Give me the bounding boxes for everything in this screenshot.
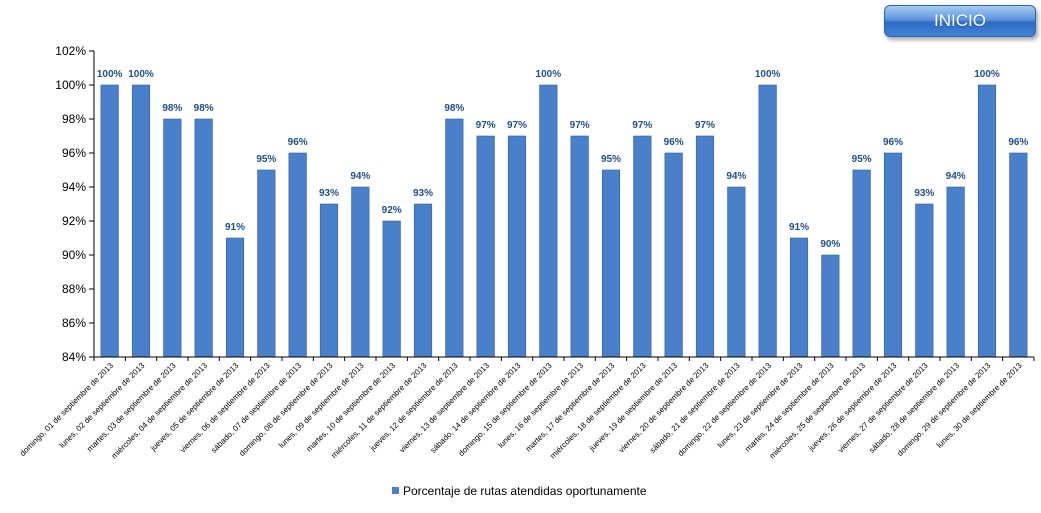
bar [100, 84, 119, 358]
data-label: 97% [570, 120, 590, 131]
y-tick-label: 90% [62, 248, 86, 262]
data-label: 92% [382, 205, 402, 216]
x-axis-ticks: domingo, 01 de septiembre de 2013lunes, … [18, 357, 1035, 460]
data-label: 95% [601, 154, 621, 165]
bar [257, 169, 276, 358]
y-tick-label: 102% [55, 44, 86, 58]
data-label: 100% [755, 69, 781, 80]
bar [695, 135, 715, 358]
bar [507, 135, 527, 358]
data-label: 94% [350, 171, 370, 182]
data-label: 95% [852, 154, 872, 165]
data-label: 90% [820, 239, 840, 250]
bar [319, 203, 339, 358]
data-label: 96% [664, 137, 684, 148]
data-label: 96% [883, 137, 903, 148]
bar [1009, 152, 1028, 358]
data-label: 100% [97, 69, 123, 80]
data-label: 95% [256, 154, 276, 165]
bar [163, 118, 182, 358]
data-label: 98% [162, 103, 182, 114]
bar [977, 84, 997, 358]
bar [633, 135, 652, 358]
data-label: 93% [413, 188, 433, 199]
bar [194, 118, 213, 358]
bar [821, 254, 840, 358]
legend-swatch [392, 487, 399, 494]
bar [131, 84, 151, 358]
legend-label: Porcentaje de rutas atendidas oportuname… [403, 484, 647, 498]
y-tick-label: 88% [62, 282, 86, 296]
bar [445, 118, 464, 358]
data-label: 91% [225, 222, 245, 233]
y-tick-label: 98% [62, 112, 86, 126]
data-label: 93% [914, 188, 934, 199]
bar [351, 186, 370, 358]
data-label: 96% [1008, 137, 1028, 148]
bar [413, 203, 433, 358]
bar [601, 169, 621, 358]
y-tick-label: 84% [62, 350, 86, 364]
bar [539, 84, 558, 358]
data-label: 98% [194, 103, 214, 114]
data-label: 91% [789, 222, 809, 233]
bars [100, 84, 1028, 358]
data-label: 94% [946, 171, 966, 182]
data-label: 97% [507, 120, 527, 131]
y-axis-ticks: 84% 86% 88% 90% 92% 94% 96% 98% 100% 102% [55, 44, 94, 364]
y-tick-label: 100% [55, 78, 86, 92]
bar [476, 135, 495, 358]
data-label: 100% [536, 69, 562, 80]
bar [382, 220, 401, 358]
inicio-button[interactable]: INICIO [884, 5, 1036, 37]
data-label: 98% [444, 103, 464, 114]
y-tick-label: 92% [62, 214, 86, 228]
data-label: 94% [726, 171, 746, 182]
legend: Porcentaje de rutas atendidas oportuname… [392, 484, 647, 498]
bar [758, 84, 777, 358]
bar [915, 203, 934, 358]
data-label: 93% [319, 188, 339, 199]
bar [570, 135, 589, 358]
data-label: 96% [288, 137, 308, 148]
data-label: 100% [974, 69, 1000, 80]
bar [946, 186, 965, 358]
bar [883, 152, 903, 358]
bar [288, 152, 307, 358]
data-label: 97% [632, 120, 652, 131]
data-label: 97% [476, 120, 496, 131]
y-tick-label: 96% [62, 146, 86, 160]
bar [225, 237, 245, 358]
bar [852, 169, 871, 358]
data-label: 100% [128, 69, 154, 80]
bar [789, 237, 809, 358]
y-tick-label: 94% [62, 180, 86, 194]
data-label: 97% [695, 120, 715, 131]
y-tick-label: 86% [62, 316, 86, 330]
bar [664, 152, 683, 358]
bar [727, 186, 746, 358]
data-labels: 100% 100% 98% 98% 91% 95% 96% 93% 94% 92% 93% 98% 97… [97, 69, 1029, 250]
